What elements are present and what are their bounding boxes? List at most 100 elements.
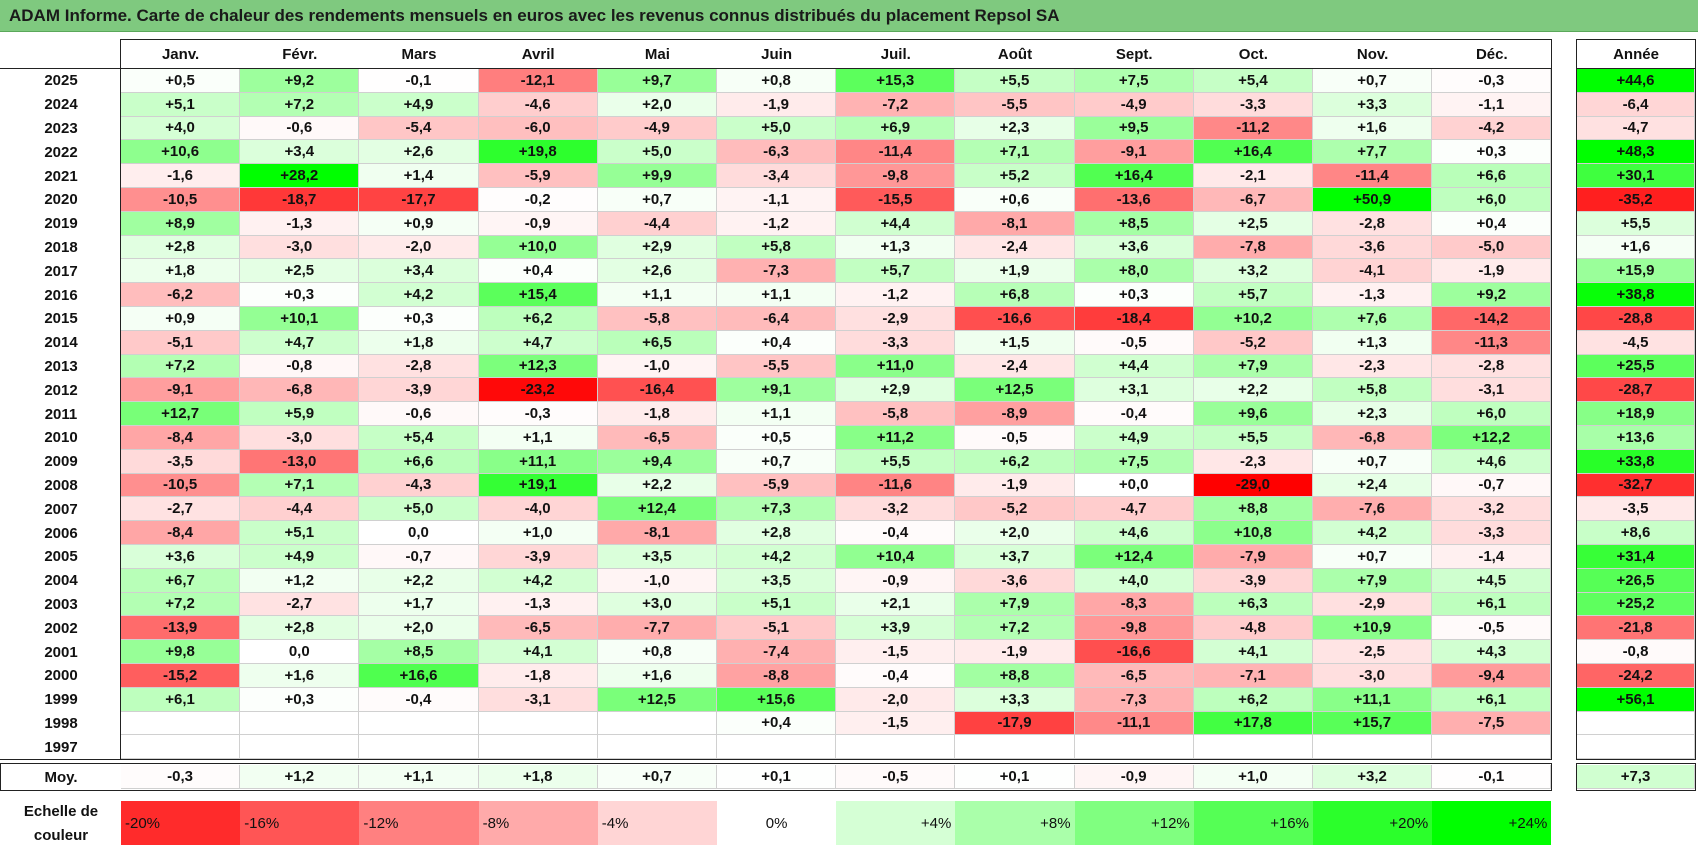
- heatmap-cell: +19,8: [478, 140, 598, 165]
- heatmap-cell: +2,6: [359, 140, 479, 165]
- year-label: 2014: [44, 334, 78, 352]
- heatmap-cell: -5,1: [717, 616, 837, 641]
- heatmap-cell: +9,2: [1432, 283, 1552, 307]
- heatmap-cell: +1,1: [717, 402, 837, 426]
- heatmap-cell: +0,3: [1432, 140, 1552, 165]
- heatmap-cell: +17,8: [1193, 711, 1313, 736]
- heatmap-cell: -0,4: [836, 521, 956, 545]
- heatmap-cell: +4,1: [1193, 640, 1313, 664]
- heatmap-cell: -3,0: [240, 426, 360, 450]
- annual-cell: [1577, 711, 1695, 736]
- heatmap-cell: -3,2: [1432, 497, 1552, 522]
- heatmap-cell: -5,8: [597, 307, 717, 331]
- heatmap-cell: -13,9: [121, 616, 241, 641]
- heatmap-cell: +6,2: [1193, 687, 1313, 712]
- heatmap-cell: -8,4: [121, 521, 241, 545]
- heatmap-cell: +3,6: [121, 545, 241, 569]
- annual-cell: +44,6: [1577, 69, 1695, 93]
- heatmap-cell: +1,1: [478, 426, 598, 450]
- heatmap-cell: -5,2: [955, 497, 1075, 522]
- heatmap-cell: -1,1: [717, 188, 837, 212]
- heatmap-cell: +2,2: [1193, 378, 1313, 403]
- heatmap-cell: +6,6: [1432, 164, 1552, 188]
- heatmap-cell: -0,5: [1432, 616, 1552, 641]
- heatmap-cell: +3,1: [1074, 378, 1194, 403]
- scale-stop: +16%: [1193, 801, 1313, 845]
- annual-cell: +33,8: [1577, 449, 1695, 474]
- heatmap-cell: +2,0: [955, 521, 1075, 545]
- heatmap-cell: +16,4: [1193, 140, 1313, 165]
- heatmap-cell: +0,3: [240, 687, 360, 712]
- heatmap-cell: +2,8: [717, 521, 837, 545]
- heatmap-cell: +9,2: [240, 69, 360, 93]
- heatmap-cell: -1,3: [478, 592, 598, 617]
- heatmap-cell: -10,5: [121, 188, 241, 212]
- heatmap-cell: -16,6: [955, 307, 1075, 331]
- heatmap-cell: -2,4: [955, 354, 1075, 379]
- heatmap-cell: +4,3: [1432, 640, 1552, 664]
- heatmap-cell: +2,3: [1313, 402, 1433, 426]
- heatmap-cell: +7,9: [1313, 568, 1433, 593]
- heatmap-cell: -2,8: [359, 354, 479, 379]
- heatmap-cell: +1,3: [836, 235, 956, 260]
- annual-cell: -3,5: [1577, 497, 1695, 522]
- year-label: 2013: [44, 357, 78, 375]
- heatmap-cell: +3,0: [597, 592, 717, 617]
- heatmap-cell: +1,6: [1313, 116, 1433, 141]
- heatmap-cell: +3,3: [1313, 92, 1433, 117]
- heatmap-cell: +19,1: [478, 473, 598, 498]
- average-cell: -0,9: [1074, 765, 1194, 789]
- heatmap-cell: -6,4: [717, 307, 837, 331]
- heatmap-cell: -2,3: [1193, 449, 1313, 474]
- heatmap-cell: +7,3: [717, 497, 837, 522]
- heatmap-cell: -1,2: [717, 211, 837, 236]
- heatmap-cell: [717, 735, 837, 760]
- heatmap-cell: +4,9: [1074, 426, 1194, 450]
- scale-stop: +12%: [1074, 801, 1194, 845]
- scale-label: Echelle de couleur: [2, 800, 120, 848]
- heatmap-cell: +1,8: [121, 259, 241, 284]
- heatmap-cell: -1,0: [597, 354, 717, 379]
- annual-cell: +38,8: [1577, 283, 1695, 307]
- heatmap-cell: -7,5: [1432, 711, 1552, 736]
- heatmap-cell: +2,2: [359, 568, 479, 593]
- heatmap-cell: +8,8: [955, 664, 1075, 688]
- heatmap-cell: +8,5: [1074, 211, 1194, 236]
- heatmap-cell: +6,1: [1432, 592, 1552, 617]
- heatmap-cell: -4,3: [359, 473, 479, 498]
- heatmap-cell: +2,0: [597, 92, 717, 117]
- heatmap-cell: -11,1: [1074, 711, 1194, 736]
- heatmap-cell: -2,7: [240, 592, 360, 617]
- heatmap-cell: -0,3: [1432, 69, 1552, 93]
- heatmap-cell: -0,4: [359, 687, 479, 712]
- heatmap-cell: -2,9: [1313, 592, 1433, 617]
- heatmap-cell: -9,1: [1074, 140, 1194, 165]
- heatmap-cell: +3,5: [597, 545, 717, 569]
- heatmap-cell: +4,1: [478, 640, 598, 664]
- heatmap-cell: +6,0: [1432, 402, 1552, 426]
- average-cell: +3,2: [1313, 765, 1433, 789]
- scale-stop: +8%: [955, 801, 1075, 845]
- heatmap-cell: +6,2: [478, 307, 598, 331]
- annual-cell: +15,9: [1577, 259, 1695, 284]
- year-label: 2017: [44, 262, 78, 280]
- heatmap-cell: -3,2: [836, 497, 956, 522]
- heatmap-cell: -16,4: [597, 378, 717, 403]
- heatmap-cell: -8,9: [955, 402, 1075, 426]
- heatmap-cell: -29,0: [1193, 473, 1313, 498]
- year-label: 2006: [44, 524, 78, 542]
- heatmap-cell: +4,7: [240, 330, 360, 355]
- heatmap-cell: -1,5: [836, 640, 956, 664]
- month-header: Oct.: [1238, 45, 1268, 63]
- heatmap-cell: -1,8: [478, 664, 598, 688]
- heatmap-cell: +7,1: [240, 473, 360, 498]
- heatmap-cell: -6,2: [121, 283, 241, 307]
- heatmap-cell: +16,6: [359, 664, 479, 688]
- heatmap-cell: -5,1: [121, 330, 241, 355]
- heatmap-cell: -18,4: [1074, 307, 1194, 331]
- heatmap-cell: -17,9: [955, 711, 1075, 736]
- heatmap-cell: -0,2: [478, 188, 598, 212]
- heatmap-cell: +2,9: [597, 235, 717, 260]
- heatmap-cell: +4,4: [1074, 354, 1194, 379]
- annual-cell: +1,6: [1577, 235, 1695, 260]
